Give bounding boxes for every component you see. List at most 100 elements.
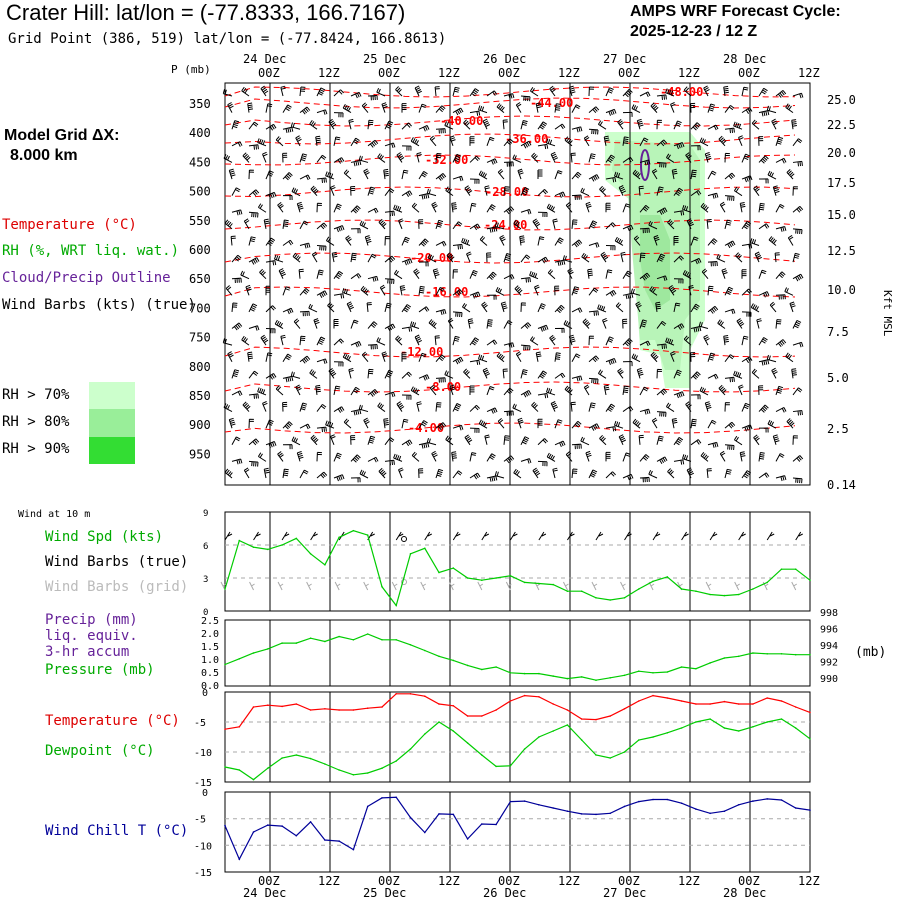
isotherm-label-0: -48.00 — [660, 85, 703, 99]
upper-wind-barb-492 — [503, 320, 513, 329]
height-tick-3: 17.5 — [827, 176, 856, 190]
upper-wind-barb-106 — [295, 135, 302, 147]
upper-wind-barb-35 — [247, 102, 253, 113]
bottom-date-tick-2: 26 Dec — [483, 886, 526, 900]
upper-wind-barb-788 — [333, 474, 345, 482]
upper-wind-barb-809 — [686, 467, 695, 479]
upper-wind-barb-251 — [451, 202, 457, 213]
upper-wind-barb-783 — [243, 467, 250, 479]
upper-wind-barb-511 — [241, 335, 250, 346]
upper-wind-barb-292 — [571, 219, 578, 229]
upper-wind-barb-55 — [588, 106, 600, 114]
upper-wind-barb-395 — [587, 268, 593, 279]
upper-wind-barb-148 — [435, 153, 442, 163]
upper-wind-barb-405 — [758, 269, 767, 279]
upper-wind-barb-570 — [670, 351, 676, 362]
upper-wind-barb-634 — [603, 384, 610, 396]
upper-wind-barb-372 — [774, 252, 780, 263]
upper-wind-barb-747 — [792, 435, 798, 445]
upper-wind-barb-758 — [393, 453, 403, 462]
upper-wind-barb-281 — [378, 218, 387, 230]
dewpoint-line-point-1 — [238, 769, 241, 771]
upper-wind-barb-367 — [690, 257, 702, 265]
upper-wind-barb-294 — [605, 222, 616, 230]
upper-wind-barb-147 — [416, 152, 422, 163]
wind-speed-line-point-23 — [552, 583, 554, 586]
upper-wind-barb-535 — [656, 343, 667, 350]
upper-wind-barb-745 — [753, 434, 760, 446]
wind-chill-line-point-25 — [580, 813, 583, 815]
upper-wind-barb-803 — [588, 469, 598, 479]
upper-wind-barb-334 — [707, 238, 718, 246]
wind-speed-line-point-31 — [666, 576, 669, 578]
upper-wind-barb-384 — [393, 269, 403, 280]
wind-speed-line-point-28 — [623, 597, 626, 599]
upper-wind-barb-527 — [520, 344, 531, 351]
upper-wind-barb-22 — [605, 87, 614, 97]
upper-wind-barb-344 — [292, 252, 301, 263]
upper-wind-barb-333 — [690, 236, 699, 246]
dewpoint-line-point-27 — [609, 757, 611, 759]
upper-wind-barb-312 — [325, 236, 335, 246]
upper-wind-barb-296 — [639, 227, 650, 234]
upper-wind-barb-469 — [690, 303, 700, 313]
wind-barb-true-26 — [595, 531, 604, 541]
pressure-panel-frame — [224, 619, 811, 687]
upper-wind-barb-696 — [497, 418, 505, 429]
upper-wind-barb-52 — [535, 102, 542, 113]
upper-wind-barb-309 — [282, 239, 294, 246]
precip-tick-0: 2.5 — [201, 616, 219, 627]
wind-chill-line-point-29 — [638, 800, 640, 803]
upper-wind-barb-748 — [231, 458, 243, 465]
top-time-tick-9: 12Z — [798, 66, 820, 80]
upper-wind-barb-117 — [486, 136, 495, 146]
upper-wind-barb-218 — [464, 185, 473, 196]
upper-wind-barb-223 — [554, 191, 566, 198]
pressure-tick-850: 850 — [189, 389, 211, 403]
isotherm-label-8: -16.00 — [425, 285, 468, 299]
upper-wind-barb-94 — [673, 120, 682, 130]
wind-barb-true-20 — [509, 531, 518, 541]
upper-wind-barb-652 — [333, 406, 345, 413]
upper-wind-barb-171 — [248, 169, 254, 180]
upper-wind-barb-495 — [554, 327, 565, 333]
upper-wind-barb-678 — [775, 407, 787, 413]
upper-wind-barb-505 — [717, 319, 726, 329]
upper-wind-barb-347 — [350, 252, 357, 263]
upper-wind-barb-111 — [384, 142, 396, 149]
wind-barb-true-30 — [652, 531, 661, 541]
upper-wind-barb-500 — [639, 319, 648, 329]
wind-chill-line-point-40 — [794, 807, 797, 809]
upper-wind-barb-119 — [520, 140, 532, 149]
upper-wind-barb-178 — [363, 168, 370, 180]
bottom-time-tick-1: 12Z — [318, 874, 340, 888]
upper-wind-barb-59 — [650, 102, 659, 113]
upper-wind-barb-628 — [503, 387, 514, 396]
upper-wind-barb-762 — [469, 452, 477, 462]
pressure-line-point-22 — [538, 672, 540, 675]
upper-wind-barb-229 — [656, 186, 664, 196]
temperature-line-point-23 — [552, 703, 554, 705]
upper-wind-barb-703 — [614, 420, 624, 429]
upper-wind-barb-419 — [418, 285, 425, 296]
upper-wind-barb-413 — [316, 290, 328, 298]
upper-wind-barb-143 — [350, 159, 362, 167]
bottom-time-tick-2: 00Z — [378, 874, 400, 888]
upper-wind-barb-110 — [367, 139, 379, 148]
temperature-line-point-3 — [267, 704, 269, 706]
upper-wind-barb-325 — [554, 237, 564, 246]
upper-wind-barb-622 — [401, 394, 412, 400]
upper-wind-barb-23 — [622, 89, 633, 98]
model-grid-label: Model Grid ΔX: — [4, 127, 120, 144]
upper-wind-barb-187 — [517, 168, 524, 180]
pressure-line-point-36 — [737, 655, 740, 658]
upper-wind-barb-246 — [367, 207, 379, 214]
dewpoint-line-point-13 — [409, 748, 412, 750]
upper-wind-barb-532 — [605, 336, 614, 346]
wind-barb-grid-2 — [249, 581, 255, 591]
upper-wind-barb-730 — [503, 435, 510, 445]
upper-wind-barb-508 — [775, 319, 782, 329]
upper-wind-barb-671 — [656, 411, 667, 417]
bottom-time-tick-7: 12Z — [678, 874, 700, 888]
temperature-line-point-32 — [680, 700, 683, 702]
